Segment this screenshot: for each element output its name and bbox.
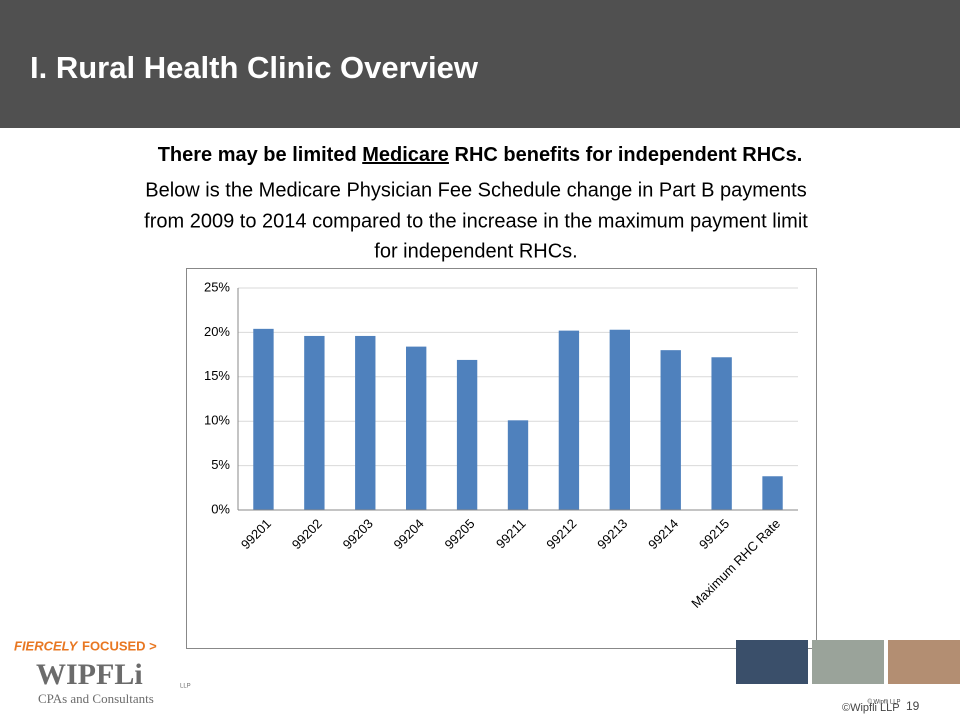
y-tick-label: 25% <box>204 279 230 294</box>
bar <box>507 420 529 510</box>
bar <box>355 335 376 510</box>
subtitle: There may be limited Medicare RHC benefi… <box>158 144 803 166</box>
tagline: FIERCELY <box>14 638 79 653</box>
logo-sub: LLP <box>180 684 191 690</box>
bar <box>304 335 325 510</box>
logo-tagline: CPAs and Consultants <box>38 691 154 706</box>
subtitle-part: RHC benefits for independent RHCs. <box>449 144 802 166</box>
y-tick-label: 0% <box>211 501 230 516</box>
y-tick-label: 15% <box>204 368 230 383</box>
bar <box>711 357 732 510</box>
y-tick-label: 5% <box>211 457 230 472</box>
watermark: © Wipfli LLP <box>867 699 900 706</box>
logo: WIPFLi <box>36 658 143 691</box>
y-tick-label: 20% <box>204 324 230 339</box>
body-line: Below is the Medicare Physician Fee Sche… <box>145 179 806 201</box>
body-line: for independent RHCs. <box>374 240 577 262</box>
bar <box>456 359 478 510</box>
copyright: ©Wipfli LLP <box>842 702 900 714</box>
bar <box>253 328 274 510</box>
photo <box>888 640 960 684</box>
bar <box>406 346 427 510</box>
photo <box>812 640 884 684</box>
tagline: FOCUSED > <box>82 638 157 653</box>
y-tick-label: 10% <box>204 413 230 428</box>
subtitle-part: Medicare <box>362 144 449 166</box>
body-line: from 2009 to 2014 compared to the increa… <box>144 210 808 232</box>
header-band <box>0 0 960 128</box>
photo <box>736 640 808 684</box>
bar <box>660 350 681 510</box>
bar <box>609 329 630 510</box>
bar <box>558 330 580 510</box>
bar <box>762 476 783 510</box>
subtitle-part: There may be limited <box>158 144 363 166</box>
slide-title: I. Rural Health Clinic Overview <box>30 50 479 85</box>
page-number: 19 <box>906 699 920 713</box>
